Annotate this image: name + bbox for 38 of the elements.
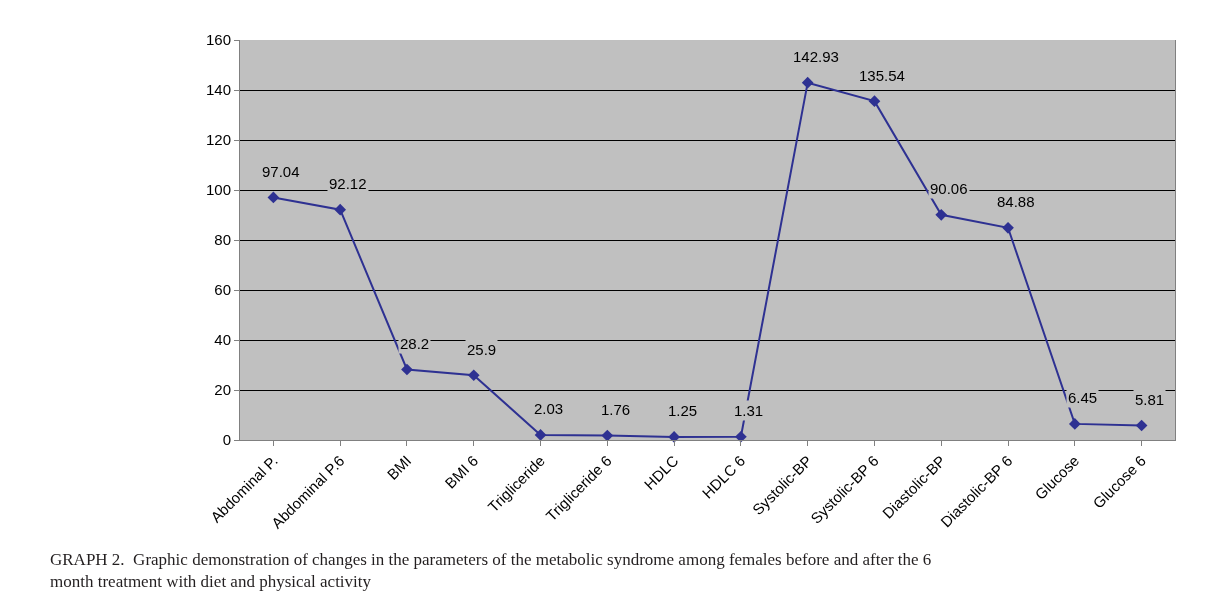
point: [467, 369, 480, 382]
data-label: 5.81: [1135, 391, 1165, 408]
data-label: 135.54: [859, 67, 905, 84]
point: [401, 363, 413, 376]
data-label: 28.2: [400, 335, 430, 352]
y-tick-label: 140: [205, 81, 231, 99]
y-tick-label: 120: [205, 131, 231, 149]
point: [935, 209, 948, 221]
y-tick-label: 60: [214, 281, 231, 299]
y-tick-label: 100: [205, 181, 231, 199]
data-label: 1.25: [668, 402, 698, 419]
y-tick-label: 20: [214, 381, 231, 399]
data-label: 90.06: [930, 180, 968, 197]
y-tick-label: 40: [214, 331, 231, 349]
point: [334, 203, 347, 216]
data-label: 97.04: [262, 163, 300, 180]
x-tick-label: BMI: [383, 451, 415, 483]
data-label: 6.45: [1068, 389, 1098, 406]
point: [735, 430, 747, 443]
y-tick-label: 0: [222, 431, 231, 449]
data-label: 1.76: [601, 401, 631, 418]
point: [801, 76, 814, 89]
point: [868, 95, 881, 107]
point: [1135, 419, 1148, 432]
data-label: 1.31: [734, 402, 764, 419]
y-tick-label: 80: [214, 231, 231, 249]
data-label: 92.12: [329, 175, 367, 192]
point: [267, 191, 280, 204]
data-label: 142.93: [793, 48, 839, 65]
point: [1068, 418, 1081, 430]
caption: GRAPH 2. Graphic demonstration of changes in the parameters of the metabolic syndrome among females before and after the 6 month treatment with diet and physical activity: [50, 550, 932, 592]
y-tick-label: 160: [205, 31, 231, 49]
data-label: 2.03: [534, 400, 564, 417]
data-label: 84.88: [997, 193, 1035, 210]
point: [534, 429, 547, 441]
data-label: 25.9: [467, 341, 497, 358]
x-tick-label: BMI 6: [441, 451, 482, 492]
point: [1002, 221, 1014, 234]
